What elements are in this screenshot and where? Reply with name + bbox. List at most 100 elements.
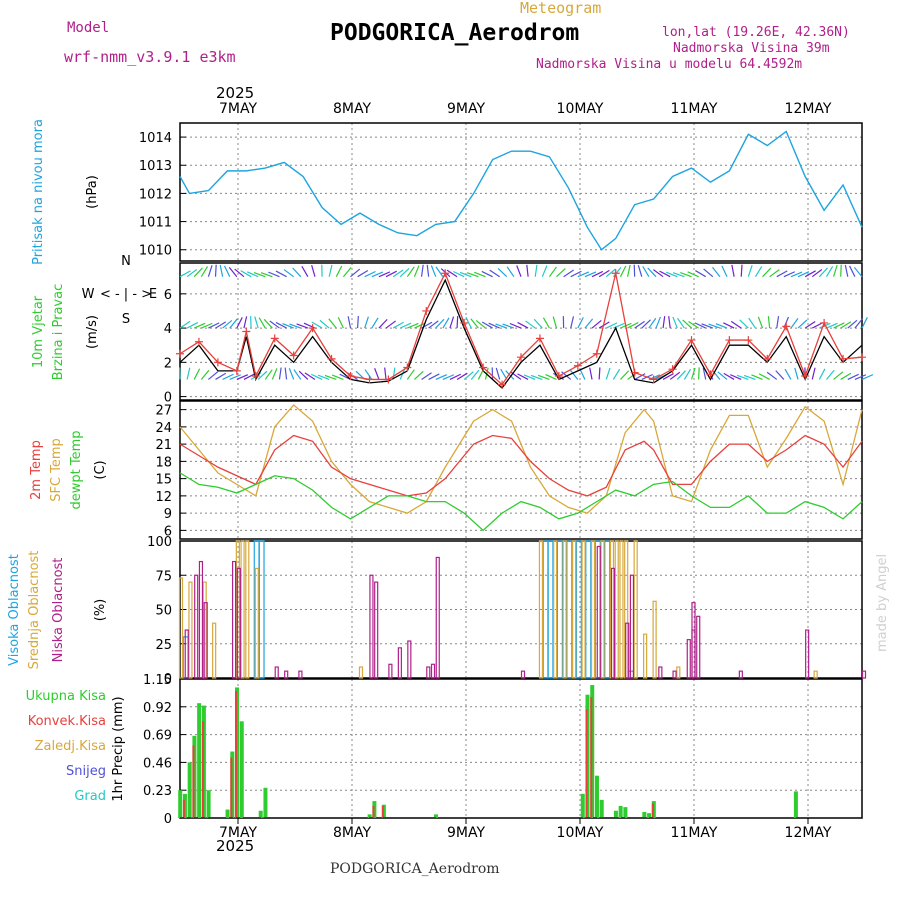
wind-arrow bbox=[598, 269, 610, 278]
wind-arrow bbox=[748, 317, 756, 329]
wind-arrow bbox=[296, 323, 309, 329]
wind-arrow bbox=[350, 268, 361, 278]
cloud-bar-srednja bbox=[590, 540, 596, 679]
wind-arrow bbox=[229, 374, 242, 381]
cloud-bar-niska bbox=[805, 629, 810, 679]
precip-bar-0 bbox=[197, 703, 202, 818]
wind-arrow bbox=[605, 268, 616, 278]
model-name: wrf-nmm_v3.9.1 e3km bbox=[64, 48, 236, 66]
tick-label: 0 bbox=[164, 672, 172, 687]
dewpt-line bbox=[179, 472, 863, 532]
date-label-top: 12MAY bbox=[785, 101, 832, 117]
wind-arrow bbox=[605, 322, 618, 329]
wind-arrow bbox=[776, 316, 780, 329]
precip-bar-1 bbox=[192, 745, 195, 818]
wind-arrow bbox=[470, 318, 479, 329]
gust-marker bbox=[630, 368, 639, 377]
wind-arrow bbox=[751, 374, 763, 381]
wind-arrow bbox=[236, 317, 243, 329]
wind-arrow bbox=[186, 322, 199, 329]
wind-arrow bbox=[200, 369, 210, 380]
gust-marker bbox=[498, 380, 507, 389]
wind-arrow bbox=[517, 373, 529, 380]
gust-marker bbox=[744, 336, 753, 345]
temp-unit: (C) bbox=[93, 460, 108, 479]
panel-frame-wind bbox=[179, 262, 863, 401]
cloud-bar-visoka bbox=[556, 540, 563, 679]
tick-label: 1011 bbox=[139, 216, 172, 231]
wind-arrow bbox=[301, 266, 309, 278]
cloud-bar-srednja bbox=[643, 633, 648, 679]
wind-arrow bbox=[260, 272, 273, 278]
gust-marker bbox=[554, 372, 563, 381]
precip-bar-1 bbox=[235, 691, 238, 818]
gust-marker bbox=[668, 365, 677, 374]
cloud-label: Visoka Oblacnost bbox=[7, 554, 22, 666]
wind-arrow bbox=[854, 374, 867, 381]
tick-label: 2 bbox=[164, 356, 172, 371]
wind-arrow bbox=[208, 322, 220, 329]
wind-arrow bbox=[736, 374, 749, 381]
precip-bar-0 bbox=[580, 793, 585, 818]
wind-arrow bbox=[435, 266, 444, 278]
wind-arrow bbox=[672, 272, 685, 278]
wind-arrow bbox=[701, 323, 714, 329]
gust-marker bbox=[858, 353, 866, 362]
wind-arrow bbox=[385, 270, 397, 278]
wind-arrow bbox=[711, 369, 721, 380]
cloud-bar-niska bbox=[388, 663, 393, 679]
wind-arrow bbox=[428, 320, 439, 329]
cloud-bar-visoka bbox=[258, 540, 265, 679]
cloud-bar-niska bbox=[198, 560, 204, 679]
precip-bar-1 bbox=[230, 757, 233, 818]
wind-arrow bbox=[311, 265, 316, 277]
wind-arrow bbox=[342, 267, 352, 278]
gust-marker bbox=[592, 349, 601, 358]
wind-arrow bbox=[769, 269, 780, 278]
precip-bar-1 bbox=[201, 721, 204, 818]
wind-arrow bbox=[293, 369, 302, 380]
compass-north: N bbox=[121, 254, 131, 269]
wind-arrow bbox=[328, 318, 337, 329]
date-label-bottom: 12MAY bbox=[785, 825, 832, 841]
wind-arrow bbox=[694, 322, 706, 329]
wind-arrow bbox=[833, 322, 845, 329]
wind-arrow bbox=[683, 368, 692, 380]
wind-arrow bbox=[222, 373, 234, 380]
compass-west: W bbox=[82, 287, 95, 302]
wind-arrow bbox=[371, 271, 384, 278]
tick-label: 6 bbox=[164, 288, 172, 303]
wind-arrow bbox=[758, 373, 770, 380]
wind-arrow bbox=[715, 323, 728, 329]
wind-speed-line bbox=[179, 278, 863, 389]
wind-arrow bbox=[584, 271, 597, 278]
precip-bar-0 bbox=[263, 787, 268, 818]
tick-label: 27 bbox=[155, 404, 172, 419]
wind-arrow bbox=[766, 371, 778, 380]
wind-arrow bbox=[207, 265, 213, 277]
precip-unit: 1hr Precip (mm) bbox=[111, 696, 126, 801]
cloud-bar-srednja bbox=[538, 540, 544, 679]
wind-arrow bbox=[818, 267, 828, 278]
wind-arrow bbox=[179, 320, 191, 329]
wind-arrow bbox=[563, 269, 574, 278]
cloud-label: Niska Oblacnost bbox=[51, 558, 66, 663]
wind-arrow bbox=[570, 270, 582, 278]
wind-arrow bbox=[364, 270, 376, 278]
wind-arrow bbox=[223, 265, 231, 277]
precip-legend-4: Grad bbox=[74, 789, 106, 804]
wind-arrow bbox=[414, 322, 426, 329]
wind-arrow bbox=[284, 367, 288, 380]
tick-label: 21 bbox=[155, 438, 172, 453]
gust-marker bbox=[820, 318, 829, 327]
wind-arrow bbox=[442, 317, 450, 329]
wind-arrow bbox=[497, 267, 508, 278]
cloud-bar-niska bbox=[184, 629, 189, 679]
tick-label: 1013 bbox=[139, 159, 172, 174]
cloud-bar-srednja bbox=[600, 540, 605, 679]
wind-arrow bbox=[619, 265, 627, 277]
gust-marker bbox=[782, 322, 791, 331]
wind-arrow bbox=[289, 323, 301, 329]
